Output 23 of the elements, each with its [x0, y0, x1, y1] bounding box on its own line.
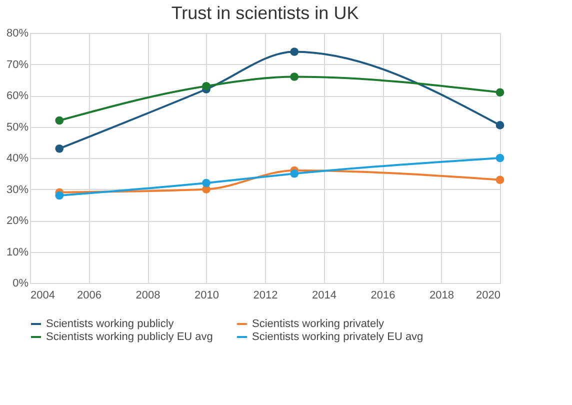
- x-tick-label: 2012: [253, 290, 278, 302]
- x-tick-label: 2016: [370, 290, 396, 302]
- legend-label: Scientists working privately EU avg: [252, 331, 424, 343]
- y-tick-label: 50%: [6, 121, 29, 134]
- x-tick-label: 2008: [136, 290, 160, 302]
- x-tick-label: 2014: [312, 290, 336, 302]
- y-tick-label: 70%: [6, 58, 29, 71]
- legend-label: Scientists working privately: [252, 318, 385, 330]
- chart-title: Trust in scientists in UK: [171, 3, 359, 23]
- y-tick-label: 10%: [6, 246, 29, 258]
- y-tick-label: 80%: [6, 28, 29, 40]
- legend-label: Scientists working publicly: [46, 318, 174, 330]
- y-tick-label: 0%: [12, 278, 29, 290]
- x-tick-label: 2018: [430, 290, 454, 302]
- y-tick-label: 30%: [6, 184, 29, 196]
- y-tick-label: 40%: [6, 152, 29, 164]
- y-tick-label: 20%: [6, 215, 29, 227]
- y-tick-label: 60%: [6, 90, 29, 102]
- x-tick-label: 2006: [77, 290, 102, 302]
- legend-label: Scientists working publicly EU avg: [46, 331, 213, 343]
- x-tick-label: 2020: [476, 290, 500, 302]
- x-tick-label: 2004: [30, 290, 55, 302]
- x-tick-label: 2010: [194, 290, 219, 302]
